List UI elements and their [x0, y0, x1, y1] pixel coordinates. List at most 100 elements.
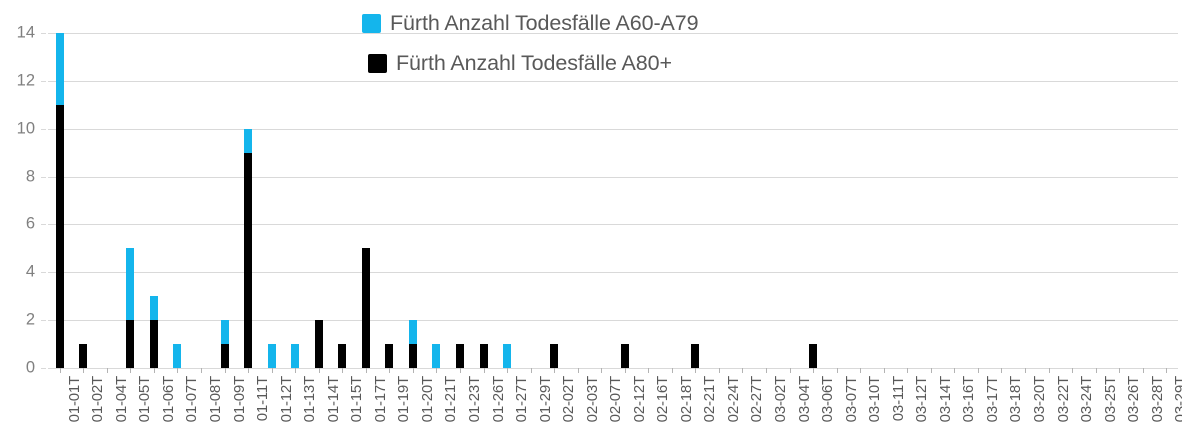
- x-tick-label: 01-11T: [254, 376, 272, 422]
- legend-entry[interactable]: Fürth Anzahl Todesfälle A80+: [368, 48, 672, 78]
- x-tick-mark: [154, 368, 155, 373]
- y-tick-mark: [41, 368, 46, 369]
- x-tick-mark: [272, 368, 273, 373]
- x-tick-label: 03-26T: [1125, 376, 1143, 423]
- x-tick-label: 03-07T: [842, 376, 860, 423]
- x-tick-label: 01-29T: [536, 376, 554, 423]
- x-tick-mark: [1072, 368, 1073, 373]
- legend-entry[interactable]: Fürth Anzahl Todesfälle A60-A79: [362, 8, 699, 38]
- y-tick-label: 10: [16, 119, 35, 138]
- bar-segment[interactable]: [408, 320, 417, 345]
- x-tick-label: 03-28T: [1148, 376, 1166, 423]
- bar-segment[interactable]: [503, 344, 512, 368]
- x-tick-label: 01-01T: [65, 376, 83, 423]
- gridline: [48, 176, 1178, 178]
- x-tick-label: 02-02T: [560, 376, 578, 423]
- x-tick-mark: [931, 368, 932, 373]
- x-tick-mark: [531, 368, 532, 373]
- bar-segment[interactable]: [550, 344, 559, 368]
- legend-label: Fürth Anzahl Todesfälle A80+: [396, 50, 672, 75]
- bar-segment[interactable]: [55, 33, 64, 105]
- x-tick-mark: [672, 368, 673, 373]
- bar-segment[interactable]: [220, 344, 229, 368]
- x-tick-mark: [342, 368, 343, 373]
- x-tick-label: 01-20T: [418, 376, 436, 423]
- x-tick-mark: [248, 368, 249, 373]
- y-tick-label: 8: [25, 167, 35, 186]
- bar-segment[interactable]: [408, 344, 417, 368]
- x-tick-mark: [201, 368, 202, 373]
- y-tick-mark: [41, 128, 46, 130]
- bar-segment[interactable]: [244, 152, 253, 368]
- gridline: [48, 33, 1178, 34]
- bar-segment[interactable]: [55, 104, 64, 368]
- x-tick-label: 03-16T: [960, 376, 978, 423]
- bar-segment[interactable]: [291, 344, 300, 368]
- bar-segment[interactable]: [79, 344, 88, 368]
- x-tick-label: 01-04T: [112, 376, 130, 423]
- plot-area: [48, 33, 1178, 369]
- x-tick-mark: [177, 368, 178, 373]
- x-tick-label: 03-22T: [1054, 376, 1072, 423]
- y-tick-label: 12: [16, 71, 35, 90]
- x-tick-mark: [695, 368, 696, 373]
- x-tick-mark: [436, 368, 437, 373]
- bar-segment[interactable]: [620, 344, 629, 368]
- x-tick-mark: [366, 368, 367, 373]
- x-tick-mark: [860, 368, 861, 373]
- x-tick-label: 01-27T: [513, 376, 531, 423]
- x-tick-label: 03-25T: [1101, 376, 1119, 423]
- x-tick-mark: [954, 368, 955, 373]
- x-axis: 01-01T 01-02T 01-04T 01-05T 01-06T 01-07T 01-0…: [48, 368, 1182, 441]
- bar-segment[interactable]: [267, 344, 276, 368]
- bar-segment[interactable]: [126, 248, 135, 321]
- x-tick-mark: [389, 368, 390, 373]
- x-tick-label: 02-21T: [701, 376, 719, 423]
- bar-segment[interactable]: [361, 248, 370, 368]
- x-tick-mark: [130, 368, 131, 373]
- y-tick-label: 0: [25, 358, 35, 377]
- bar-segment[interactable]: [385, 344, 394, 368]
- bar-segment[interactable]: [455, 344, 464, 368]
- bar-segment[interactable]: [126, 320, 135, 368]
- x-tick-mark: [742, 368, 743, 373]
- x-tick-label: 01-21T: [442, 376, 460, 423]
- y-tick-label: 4: [25, 262, 35, 281]
- bar-segment[interactable]: [173, 344, 182, 368]
- bar-segment[interactable]: [220, 320, 229, 345]
- x-tick-mark: [1096, 368, 1097, 373]
- bar-segment[interactable]: [244, 128, 253, 153]
- bar-segment[interactable]: [149, 296, 158, 321]
- x-tick-mark: [719, 368, 720, 373]
- x-tick-mark: [1001, 368, 1002, 373]
- x-tick-mark: [225, 368, 226, 373]
- x-tick-label: 03-17T: [983, 376, 1001, 423]
- y-tick-mark: [41, 272, 46, 274]
- y-tick-label: 6: [25, 214, 35, 233]
- bar-segment[interactable]: [149, 320, 158, 368]
- x-tick-mark: [295, 368, 296, 373]
- x-tick-label: 01-12T: [277, 376, 295, 423]
- x-tick-label: 01-23T: [465, 376, 483, 423]
- x-tick-label: 03-18T: [1007, 376, 1025, 423]
- bar-segment[interactable]: [432, 344, 441, 368]
- x-tick-mark: [1049, 368, 1050, 373]
- bar-segment[interactable]: [809, 344, 818, 368]
- x-tick-mark: [554, 368, 555, 373]
- x-tick-mark: [790, 368, 791, 373]
- bar-segment[interactable]: [314, 320, 323, 368]
- x-tick-mark: [107, 368, 108, 373]
- y-tick-label: 2: [25, 310, 35, 329]
- x-tick-label: 01-26T: [489, 376, 507, 423]
- bar-segment[interactable]: [691, 344, 700, 368]
- x-tick-label: 01-19T: [395, 376, 413, 423]
- x-tick-mark: [460, 368, 461, 373]
- gridline: [48, 320, 1178, 322]
- x-tick-label: 01-17T: [371, 376, 389, 423]
- bar-segment[interactable]: [338, 344, 347, 368]
- bar-segment[interactable]: [479, 344, 488, 368]
- x-tick-label: 03-02T: [772, 376, 790, 423]
- x-tick-mark: [601, 368, 602, 373]
- gridline: [48, 272, 1178, 274]
